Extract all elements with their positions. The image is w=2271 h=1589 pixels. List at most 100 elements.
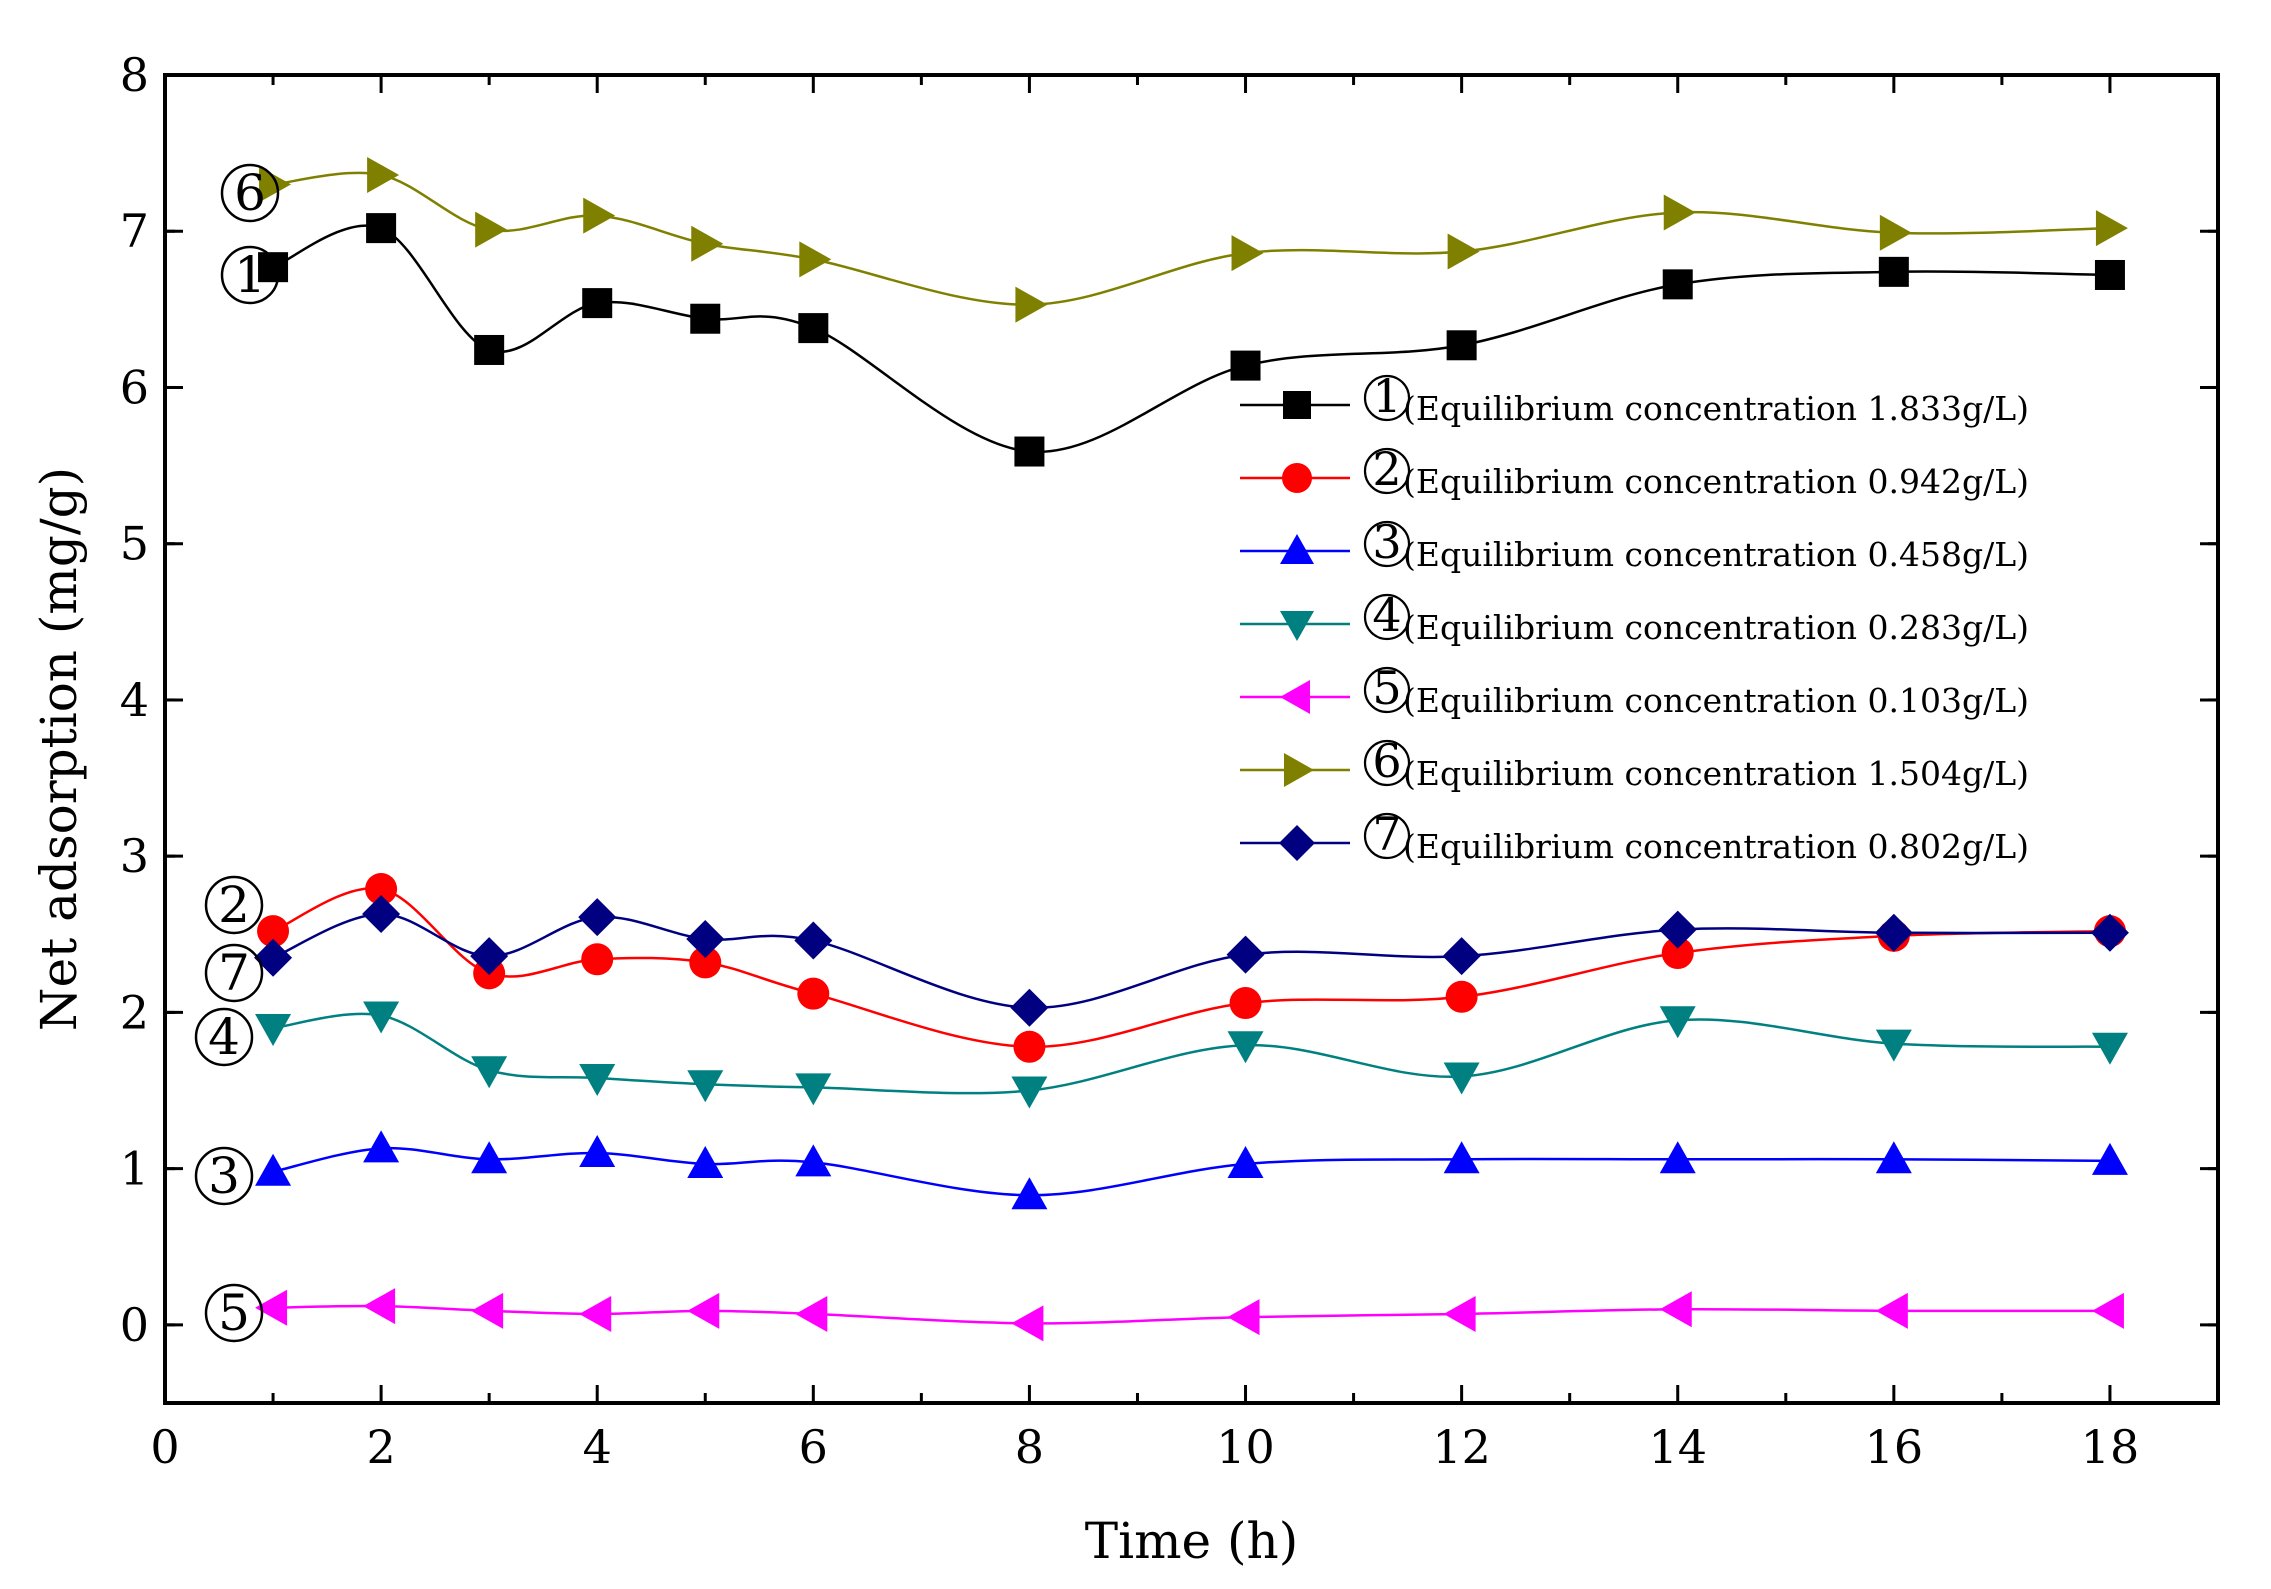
series-7 bbox=[254, 894, 2129, 1027]
x-tick-label: 2 bbox=[366, 1420, 395, 1474]
data-point-6 bbox=[367, 156, 400, 193]
legend-marker bbox=[1280, 680, 1310, 714]
data-point-7 bbox=[1658, 910, 1697, 949]
x-tick-label: 14 bbox=[1648, 1420, 1707, 1474]
legend-label: (Equilibrium concentration 0.458g/L) bbox=[1403, 535, 2029, 574]
legend-marker bbox=[1282, 463, 1312, 493]
data-point-6 bbox=[799, 241, 832, 278]
plot-frame bbox=[163, 73, 2220, 1405]
x-tick-label: 10 bbox=[1216, 1420, 1275, 1474]
data-point-3 bbox=[579, 1135, 616, 1168]
data-point-3 bbox=[1227, 1145, 1264, 1178]
series-tag-3: 3 bbox=[194, 1146, 254, 1206]
data-point-5 bbox=[1875, 1292, 1908, 1329]
data-point-7 bbox=[794, 921, 833, 960]
series-tag-label: 5 bbox=[218, 1284, 250, 1342]
series-tag-1: 1 bbox=[220, 245, 280, 305]
data-point-3 bbox=[795, 1144, 832, 1177]
legend-item-7: 7 (Equilibrium concentration 0.802g/L) bbox=[1240, 807, 2029, 866]
data-point-5 bbox=[579, 1295, 612, 1332]
data-point-5 bbox=[255, 1289, 288, 1326]
series-tag-circle bbox=[194, 1146, 254, 1206]
data-point-6 bbox=[1015, 286, 1048, 323]
series-layer bbox=[254, 156, 2129, 1342]
data-point-7 bbox=[470, 937, 509, 976]
legend-label: (Equilibrium concentration 0.802g/L) bbox=[1403, 827, 2029, 866]
legend-item-4: 4 (Equilibrium concentration 0.283g/L) bbox=[1240, 588, 2029, 647]
data-point-2 bbox=[797, 977, 830, 1010]
data-point-1 bbox=[1446, 330, 1477, 361]
y-tick-label: 7 bbox=[120, 204, 149, 258]
data-point-1 bbox=[582, 288, 613, 319]
legend-tag-label: 1 bbox=[1372, 369, 1401, 423]
data-point-5 bbox=[1011, 1305, 1044, 1342]
data-point-7 bbox=[1442, 937, 1481, 976]
y-tick-label: 1 bbox=[120, 1142, 149, 1196]
series-tag-7: 7 bbox=[204, 943, 264, 1003]
data-point-1 bbox=[1878, 256, 1909, 287]
legend-tag-circle bbox=[1363, 374, 1411, 422]
data-point-3 bbox=[687, 1145, 724, 1178]
series-tag-circle bbox=[204, 875, 264, 935]
data-point-3 bbox=[1011, 1177, 1048, 1210]
data-point-2 bbox=[1661, 937, 1694, 970]
data-point-4 bbox=[579, 1064, 616, 1097]
data-point-5 bbox=[1443, 1295, 1476, 1332]
data-point-7 bbox=[578, 898, 617, 937]
data-point-4 bbox=[2091, 1032, 2128, 1065]
series-tag-4: 4 bbox=[194, 1007, 254, 1067]
legend-label: (Equilibrium concentration 1.833g/L) bbox=[1403, 389, 2029, 428]
x-tick-label: 8 bbox=[1015, 1420, 1044, 1474]
data-point-2 bbox=[1229, 987, 1262, 1020]
data-point-2 bbox=[365, 872, 398, 905]
legend-marker bbox=[1279, 825, 1315, 861]
y-tick-label: 4 bbox=[120, 673, 149, 727]
data-point-3 bbox=[1443, 1141, 1480, 1174]
series-tag-circle bbox=[220, 163, 280, 223]
x-tick-label: 0 bbox=[150, 1420, 179, 1474]
data-point-7 bbox=[362, 894, 401, 933]
legend-tag-label: 7 bbox=[1372, 807, 1401, 861]
series-tag-label: 7 bbox=[218, 944, 250, 1002]
legend-tag-circle bbox=[1363, 812, 1411, 860]
data-point-3 bbox=[363, 1130, 400, 1163]
legend-tag-circle bbox=[1363, 520, 1411, 568]
data-point-5 bbox=[2091, 1292, 2124, 1329]
data-point-6 bbox=[583, 197, 616, 234]
y-tick-label: 5 bbox=[120, 517, 149, 571]
legend-tag-label: 4 bbox=[1372, 588, 1401, 642]
series-tag-5: 5 bbox=[204, 1283, 264, 1343]
data-point-1 bbox=[1014, 436, 1045, 467]
series-6 bbox=[259, 156, 2128, 323]
y-tick-label: 6 bbox=[120, 360, 149, 414]
y-tick-label: 2 bbox=[120, 985, 149, 1039]
x-tick-label: 18 bbox=[2081, 1420, 2140, 1474]
series-tag-2: 2 bbox=[204, 875, 264, 935]
series-tag-circle bbox=[204, 1283, 264, 1343]
data-point-4 bbox=[1875, 1029, 1912, 1062]
y-axis-title: Net adsorption (mg/g) bbox=[30, 467, 88, 1031]
series-tag-layer: 1 2 3 4 5 6 7 bbox=[194, 163, 280, 1343]
series-4 bbox=[255, 1001, 2128, 1109]
data-point-5 bbox=[687, 1292, 720, 1329]
data-point-5 bbox=[795, 1295, 828, 1332]
data-point-1 bbox=[798, 313, 829, 344]
data-point-7 bbox=[1010, 988, 1049, 1027]
series-tag-label: 2 bbox=[218, 876, 250, 934]
x-axis-title: Time (h) bbox=[1085, 1512, 1298, 1570]
y-tick-label: 0 bbox=[120, 1298, 149, 1352]
series-tag-label: 3 bbox=[208, 1147, 240, 1205]
data-point-1 bbox=[366, 213, 397, 244]
data-point-6 bbox=[1447, 233, 1480, 270]
legend-tag-label: 5 bbox=[1372, 661, 1401, 715]
x-tick-label: 4 bbox=[583, 1420, 612, 1474]
data-point-1 bbox=[2094, 259, 2125, 290]
legend-marker bbox=[1284, 753, 1314, 787]
data-point-4 bbox=[255, 1014, 292, 1047]
legend-tag-circle bbox=[1363, 593, 1411, 641]
legend-tag-circle bbox=[1363, 739, 1411, 787]
data-point-2 bbox=[1445, 980, 1478, 1013]
